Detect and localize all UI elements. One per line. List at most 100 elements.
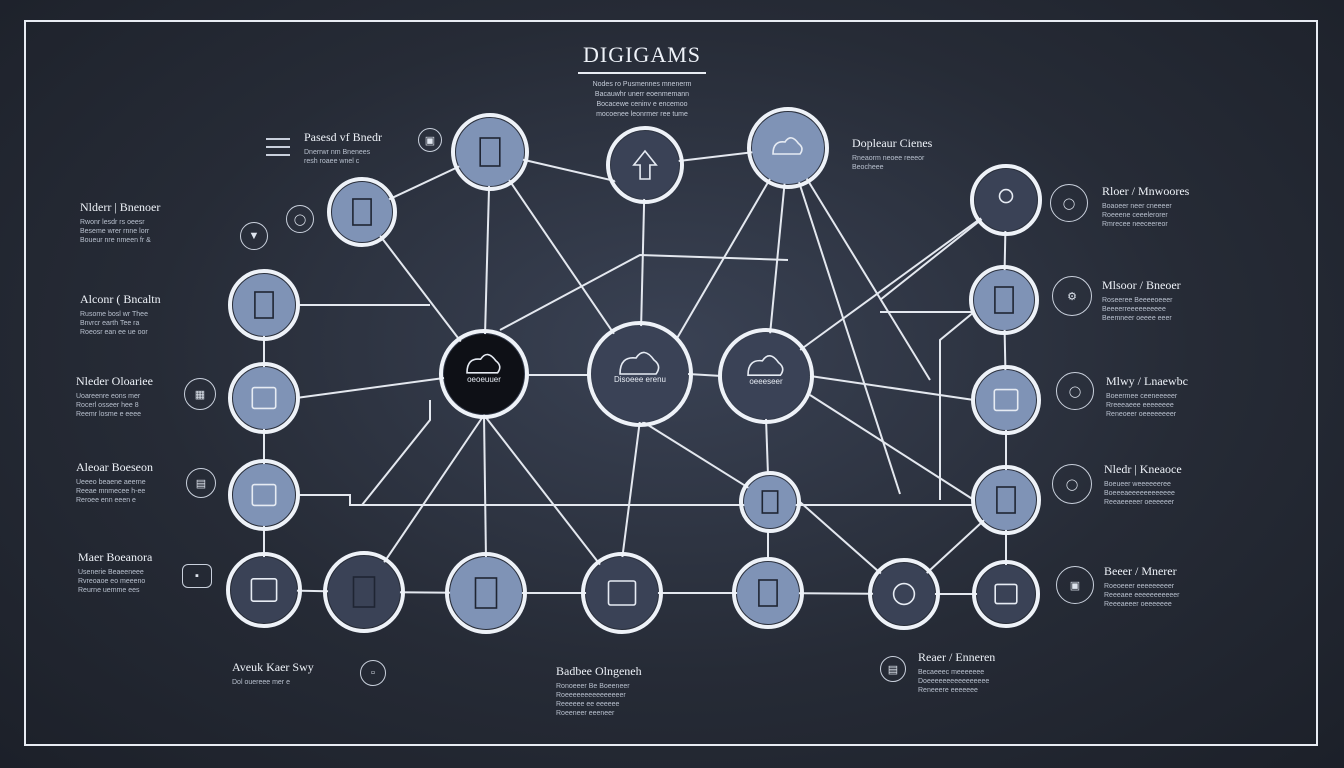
label-top-left: Pasesd vf Bnedr Dnerrwr nm Bnenees resh … [266,130,382,166]
upload-arrow-icon [632,149,658,180]
label-line: Roeosr ean ee ue oor [80,329,148,336]
node-body [444,334,524,414]
label-line: Reeeeee ee eeeeee [556,701,620,708]
label-line: Beeeerreeeeeeeeee [1102,306,1166,313]
user-icon [998,188,1014,204]
node-body [233,274,295,336]
node-ring [587,321,693,427]
label-right-3: Mlwy / Lnaewbc Boeermee ceeneeeeer Rreee… [1106,374,1188,419]
label-line: Reeaeeeeer oeeeeeer [1104,499,1175,506]
node-ring [451,113,529,191]
label-line: Boueur nre nmeen fr & [80,237,151,244]
document-icon: ▤ [186,468,216,498]
label-left-2: Alconr ( Bncaltn Rusome bosl wr Thee Bnv… [80,292,161,337]
document-icon [352,198,372,226]
label-left-5: Maer Boeanora Usenerie Beaeeneee Rvreoao… [78,550,152,595]
document-icon [996,486,1016,514]
node-ring [970,164,1042,236]
label-line: Beemneer oeeee eeer [1102,315,1172,322]
node-body [586,557,658,629]
gear-icon: ⚙ [1052,276,1092,316]
label-line: Reeae mnmecee h-ee [76,488,146,495]
node-body [752,112,824,184]
node-bottom-2 [323,551,405,633]
label-line: Beocheee [852,164,884,171]
badge-icon: ▣ [1056,566,1094,604]
label-line: Reeeaeeer oeeeeeee [1104,601,1172,608]
label-line: Beseme wrer rnne lorr [80,228,150,235]
hub-left: oeoeuuer [439,329,529,419]
node-bottom-1 [226,552,302,628]
label-line: Rneaorm neoee reeeor [852,155,925,162]
globe-icon: ◯ [1056,372,1094,410]
node-file [327,177,397,247]
node-mid-small [739,471,801,533]
label-left-4: Aleoar Boeseon Ueeeo beaene aeerne Reeae… [76,460,153,505]
node-body [737,562,799,624]
label-line: Dol ouereee mer e [232,679,290,686]
node-body [976,470,1036,530]
monitor-icon: ▫ [360,660,386,686]
label-line: Boeueer weeeeeeree [1104,481,1171,488]
label-right-2: Mlsoor / Bneoer Roseeree Beeeeoeeer Beee… [1102,278,1181,323]
cloud-icon [747,355,784,376]
shield-icon: ◯ [1052,464,1092,504]
node-right-c [971,465,1041,535]
label-line: Roseeree Beeeeoeeer [1102,297,1173,304]
diagram-frame [24,20,1318,746]
label-line: Rreeeaeee eeeeeeee [1106,402,1174,409]
hub-label: oeoeuuer [467,375,501,384]
document-icon [479,137,501,167]
document-icon [994,286,1014,314]
label-line: Reneoeer oeeeeeeeer [1106,411,1177,418]
label-line: Becaeeec meeeeeee [918,669,985,676]
list-glyph-line [266,154,290,156]
label-line: Uoareenre eons mer [76,393,141,400]
label-line: Reeeaee eeeeeeeeeeer [1104,592,1180,599]
label-line: Ueeeo beaene aeerne [76,479,146,486]
node-body [976,370,1036,430]
label-line: resh roaee wnel c [304,158,360,165]
label-heading: Alconr ( Bncaltn [80,292,161,306]
node-cloud [747,107,829,189]
label-line: Boeermee ceeneeeeer [1106,393,1178,400]
hub-label: oeeeseer [749,377,783,386]
box-icon [251,386,277,410]
server-icon: ▤ [880,656,906,682]
circle-icon [892,582,916,606]
label-left-3: Nleder Oloariee Uoareenre eons mer Rocer… [76,374,153,419]
node-ring [732,557,804,629]
label-line: Rwonr lesdr rs oeesr [80,219,145,226]
document-icon [474,577,498,609]
label-top-right: Dopleaur Cienes Rneaorm neoee reeeor Beo… [852,136,932,172]
node-bottom-5 [732,557,804,629]
node-ring [971,365,1041,435]
box-icon [993,388,1019,412]
node-bottom-4 [581,552,663,634]
document-icon [352,576,376,608]
node-ring [445,552,527,634]
diagram-title: DIGIGAMS [583,42,701,67]
node-ring [739,471,801,533]
node-right-b [971,365,1041,435]
label-heading: Reaer / Enneren [918,650,996,664]
label-heading: Nledr | Kneaoce [1104,462,1182,476]
cloud-icon [619,351,660,375]
node-ring [228,269,300,341]
node-ring [226,552,302,628]
node-left-b [228,362,300,434]
label-heading: Beeer / Mnerer [1104,564,1177,578]
node-bottom-7 [972,560,1040,628]
label-heading: Dopleaur Cienes [852,136,933,150]
node-ring [228,459,300,531]
node-ring [581,552,663,634]
title-subline: Bocacewe ceninv e encemoo [596,101,688,108]
node-ring [971,465,1041,535]
label-heading: Mlsoor / Bneoer [1102,278,1181,292]
person-icon: ◯ [1050,184,1088,222]
camera-icon: ▣ [418,128,442,152]
label-heading: Aleoar Boeseon [76,460,153,474]
node-body [456,118,524,186]
label-line: Boaoeer neer cneeeer [1102,203,1172,210]
label-line: Rvreoaoe eo meeeno [78,578,146,585]
